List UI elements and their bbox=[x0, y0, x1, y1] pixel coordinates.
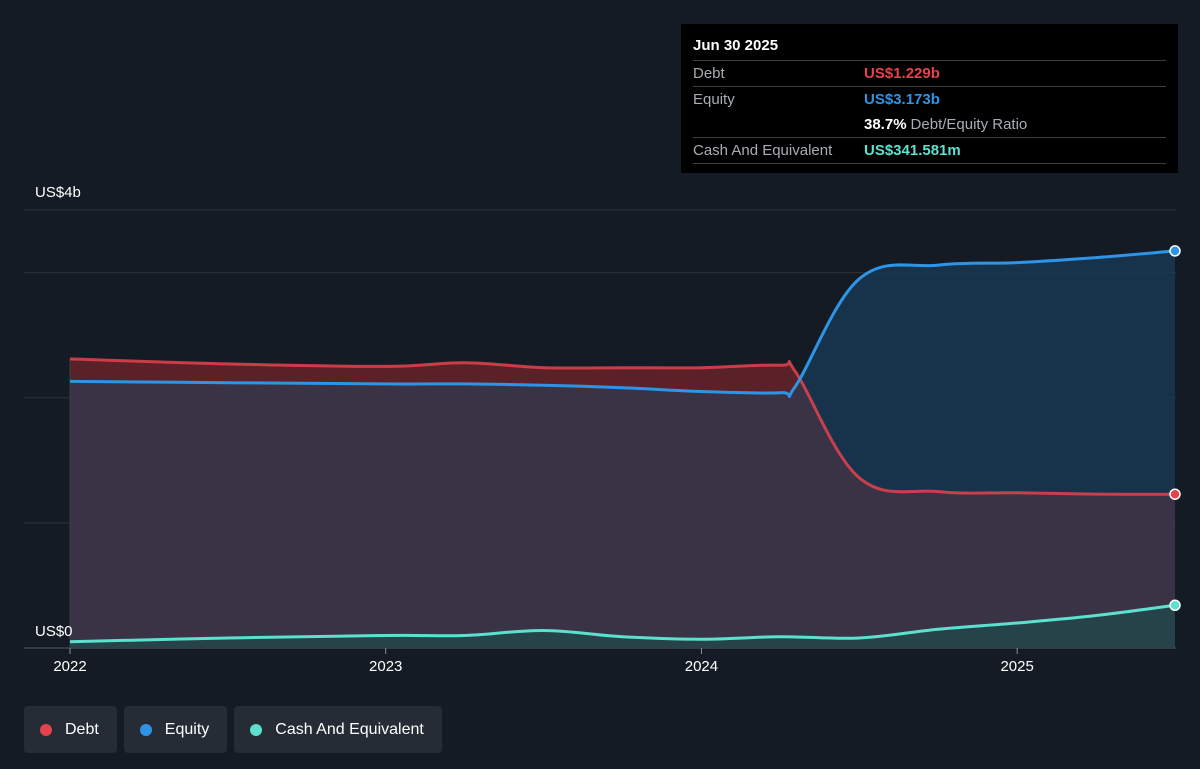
cash-end-marker bbox=[1169, 599, 1181, 612]
tooltip-equity-value: US$3.173b bbox=[864, 91, 940, 108]
legend-label-equity: Equity bbox=[164, 720, 210, 738]
debt-area-below-equity bbox=[70, 358, 1175, 648]
tooltip-debt-label: Debt bbox=[693, 65, 725, 82]
tooltip-debt-value: US$1.229b bbox=[864, 65, 940, 82]
legend-label-cash: Cash And Equivalent bbox=[275, 720, 424, 738]
equity-end-marker bbox=[1169, 245, 1181, 257]
debt-end-marker bbox=[1169, 488, 1181, 500]
legend-dot-equity-icon bbox=[139, 723, 152, 736]
legend-item-cash[interactable]: Cash And Equivalent bbox=[234, 706, 442, 753]
legend-item-equity[interactable]: Equity bbox=[123, 706, 228, 753]
tooltip-row-cash: Cash And Equivalent US$341.581m bbox=[693, 137, 1166, 164]
equity-line bbox=[69, 249, 1176, 398]
x-tick-label: 2023 bbox=[369, 658, 402, 675]
legend-label-debt: Debt bbox=[65, 720, 99, 738]
tooltip-ratio-value: 38.7% bbox=[864, 116, 907, 133]
legend-dot-cash-icon bbox=[250, 723, 263, 736]
tooltip-row-debt: Debt US$1.229b bbox=[693, 60, 1166, 86]
debt-line bbox=[69, 357, 1176, 496]
x-tick-label: 2024 bbox=[685, 658, 718, 675]
tooltip-panel: Jun 30 2025 Debt US$1.229b Equity US$3.1… bbox=[681, 24, 1178, 173]
cash-line bbox=[69, 603, 1176, 644]
legend-dot-debt-icon bbox=[40, 723, 52, 736]
tooltip-ratio-label: Debt/Equity Ratio bbox=[910, 116, 1028, 133]
tooltip-row-ratio: 38.7% Debt/Equity Ratio bbox=[693, 112, 1166, 137]
x-tick-label: 2025 bbox=[1000, 658, 1033, 675]
y-axis-bottom-label: US$0 bbox=[35, 623, 73, 640]
x-tick-label: 2022 bbox=[53, 658, 86, 675]
legend-item-debt[interactable]: Debt bbox=[24, 706, 117, 753]
tooltip-row-equity: Equity US$3.173b bbox=[693, 86, 1166, 112]
chart-legend: Debt Equity Cash And Equivalent bbox=[24, 706, 442, 753]
tooltip-date: Jun 30 2025 bbox=[693, 37, 779, 54]
tooltip-cash-value: US$341.581m bbox=[864, 142, 961, 159]
tooltip-cash-label: Cash And Equivalent bbox=[693, 142, 833, 159]
y-axis-top-label: US$4b bbox=[35, 184, 81, 201]
tooltip-equity-label: Equity bbox=[693, 91, 735, 108]
